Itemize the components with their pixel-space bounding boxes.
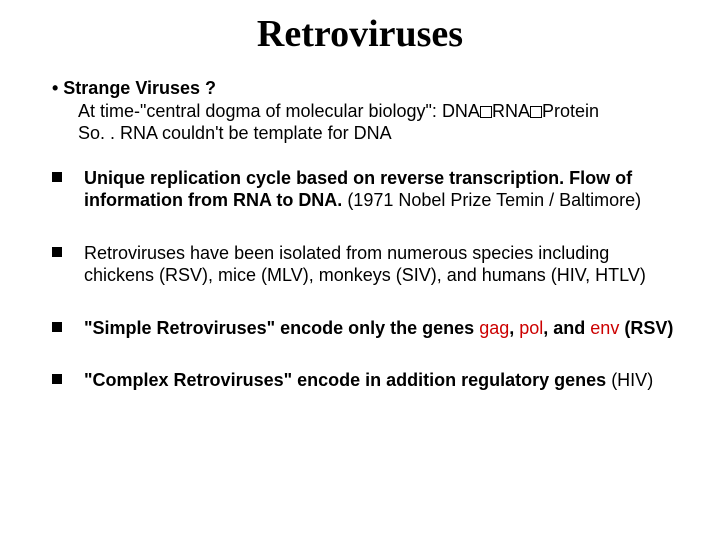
dogma-text-b: RNA [492, 101, 530, 121]
gene-env: env [590, 318, 619, 338]
arrow-icon [530, 106, 542, 118]
bullet-species: Retroviruses have been isolated from num… [52, 242, 678, 287]
bullet-complex-retroviruses: "Complex Retroviruses" encode in additio… [52, 369, 678, 392]
gene-pol: pol [519, 318, 543, 338]
slide-content: • Strange Viruses ? At time-"central dog… [0, 77, 720, 392]
dogma-text-c: Protein [542, 101, 599, 121]
bullet-1-line-2: So. . RNA couldn't be template for DNA [52, 122, 678, 145]
bullet-4-a: "Simple Retroviruses" encode only the ge… [84, 318, 479, 338]
bullet-4-tail: (RSV) [619, 318, 673, 338]
bullet-4-c2: , and [543, 318, 590, 338]
bullet-3-text: Retroviruses have been isolated from num… [84, 243, 646, 286]
bullet-5-a: "Complex Retroviruses" encode in additio… [84, 370, 606, 390]
bullet-4-c1: , [509, 318, 519, 338]
arrow-icon [480, 106, 492, 118]
bullet-simple-retroviruses: "Simple Retroviruses" encode only the ge… [52, 317, 678, 340]
bullet-1-heading: • Strange Viruses ? [52, 77, 678, 100]
slide: Retroviruses • Strange Viruses ? At time… [0, 0, 720, 540]
gene-gag: gag [479, 318, 509, 338]
bullet-strange-viruses: • Strange Viruses ? At time-"central dog… [52, 77, 678, 145]
bullet-5-tail: (HIV) [606, 370, 653, 390]
slide-title: Retroviruses [0, 0, 720, 61]
bullet-2-paren: (1971 Nobel Prize Temin / Baltimore) [347, 190, 641, 210]
dogma-text-a: At time-"central dogma of molecular biol… [78, 101, 480, 121]
bullet-unique-replication: Unique replication cycle based on revers… [52, 167, 678, 212]
bullet-1-line-1: At time-"central dogma of molecular biol… [52, 100, 678, 123]
